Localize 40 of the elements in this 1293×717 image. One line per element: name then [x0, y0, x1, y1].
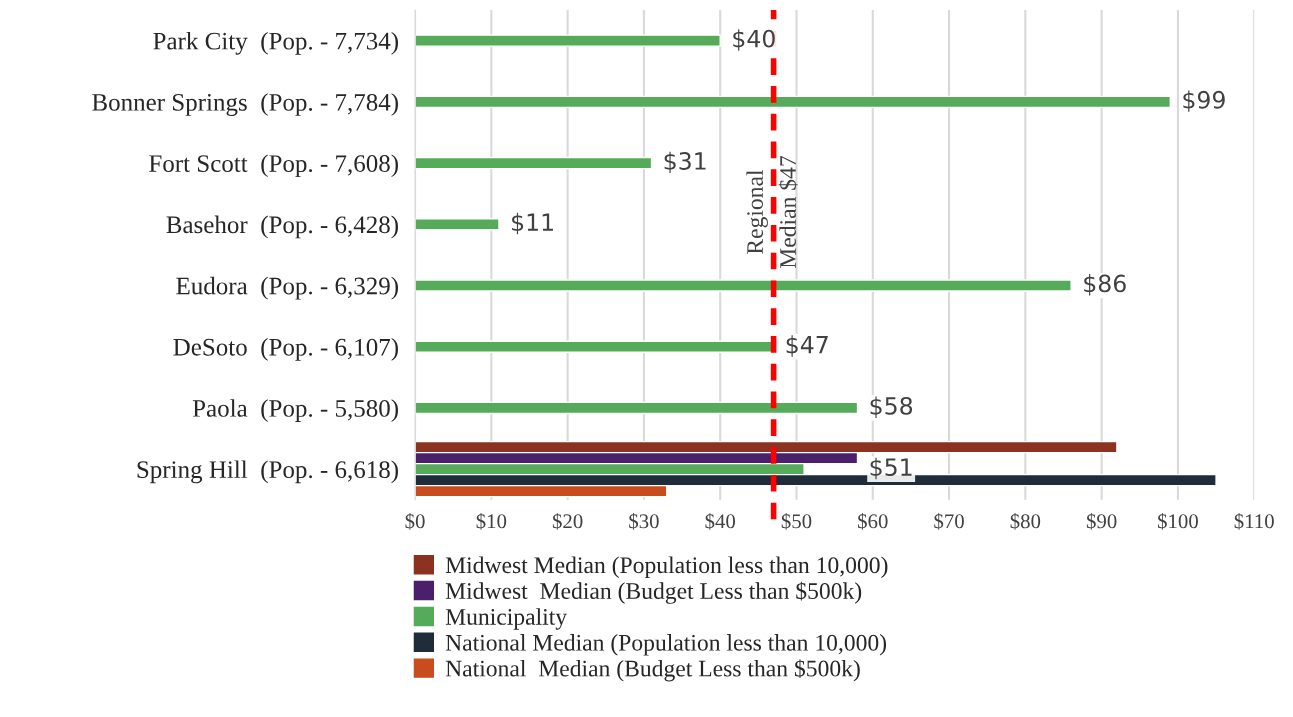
- data-label: $58: [870, 396, 913, 418]
- data-label: $86: [1084, 274, 1126, 296]
- bar: [415, 401, 859, 415]
- legend-label: National Median (Population less than 10,000): [445, 634, 887, 656]
- data-label: $11: [512, 212, 553, 235]
- x-tick-label: $110: [1234, 513, 1274, 530]
- bar: [415, 218, 500, 231]
- y-tick-label: Fort Scott (Pop. - 7,608): [149, 154, 398, 178]
- data-label: $51: [870, 457, 912, 480]
- legend-label: Midwest Median (Budget Less than $500k): [445, 581, 862, 604]
- y-tick-label: Spring Hill (Pop. - 6,618): [137, 460, 398, 484]
- x-tick-label: $30: [629, 513, 659, 530]
- x-tick-label: $70: [934, 513, 964, 530]
- y-tick-label: Paola (Pop. - 5,580): [192, 399, 398, 422]
- data-label: $99: [1183, 90, 1225, 112]
- x-tick-label: $60: [858, 513, 888, 530]
- x-tick-label: $80: [1010, 513, 1041, 530]
- x-tick-label: $10: [476, 513, 507, 530]
- y-tick-label: DeSoto (Pop. - 6,107): [173, 338, 398, 361]
- x-tick-label: $100: [1157, 513, 1198, 530]
- bar: [415, 34, 721, 47]
- bar: [415, 95, 1171, 109]
- x-tick-label: $90: [1086, 513, 1117, 530]
- x-tick-label: $50: [781, 513, 812, 530]
- y-tick-label: Basehor (Pop. - 6,428): [166, 215, 398, 239]
- x-tick-label: $20: [552, 513, 583, 530]
- legend-label: Midwest Median (Population less than 10,000): [445, 556, 888, 578]
- ref-line-label: Regional Median $47: [746, 156, 798, 269]
- y-tick-label: Park City (Pop. - 7,734): [153, 31, 398, 55]
- x-tick-label: $40: [705, 513, 736, 530]
- bar: [415, 156, 653, 170]
- y-tick-label: Bonner Springs (Pop. - 7,784): [92, 93, 398, 116]
- data-label: $31: [664, 151, 706, 174]
- data-label: $40: [733, 29, 775, 51]
- legend-label: Municipality: [445, 608, 568, 630]
- legend-label: National Median (Budget Less than $500k): [445, 659, 860, 682]
- y-tick-label: Eudora (Pop. - 6,329): [176, 276, 398, 300]
- bar: [415, 279, 1072, 292]
- x-tick-label: $0: [405, 513, 425, 530]
- data-label: $47: [786, 335, 828, 357]
